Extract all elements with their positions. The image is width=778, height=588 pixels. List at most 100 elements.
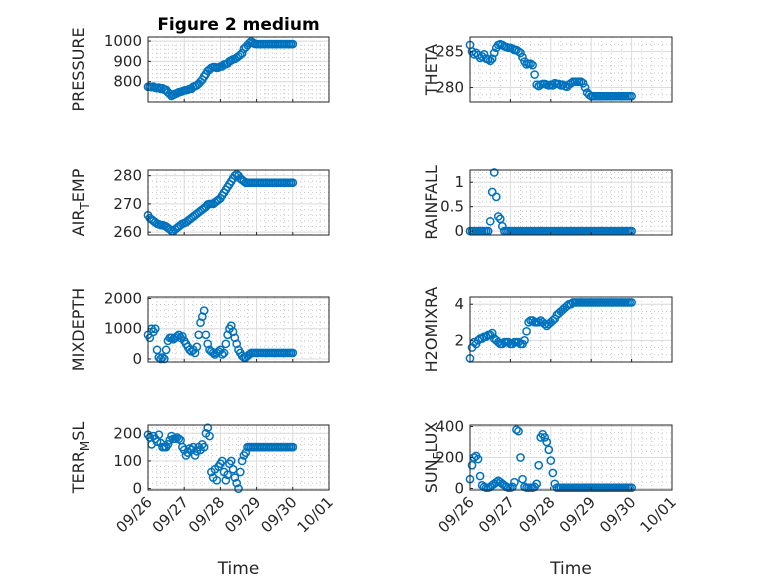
- y-tick-label: 2: [454, 331, 464, 349]
- y-axis-label: TERRMSL: [69, 422, 92, 495]
- data-point: [522, 326, 531, 336]
- data-point: [578, 78, 588, 88]
- data-point: [493, 212, 503, 221]
- data-point: [201, 330, 211, 340]
- data-point: [520, 335, 529, 345]
- axes-border: [147, 424, 330, 491]
- x-tick-label: 09/27: [475, 493, 518, 536]
- y-axis-label: MIXDEPTH: [69, 288, 88, 371]
- data-point: [237, 456, 247, 466]
- data-point: [504, 337, 513, 347]
- data-point: [548, 81, 558, 90]
- data-point: [217, 456, 227, 466]
- data-point: [150, 324, 160, 334]
- x-tick-label: 09/30: [257, 493, 300, 536]
- y-axis-label: PRESSURE: [69, 27, 88, 111]
- axes-border: [147, 296, 330, 363]
- y-tick-label: 400: [435, 418, 464, 436]
- data-point: [510, 477, 519, 487]
- y-tick-label: 285: [435, 42, 464, 60]
- data-point: [154, 430, 164, 440]
- data-point: [163, 440, 173, 449]
- y-tick-label: 0: [132, 350, 142, 368]
- x-tick-label: 09/30: [596, 493, 639, 536]
- data-point: [235, 467, 245, 477]
- y-axis-label: THETA: [422, 44, 441, 96]
- data-point: [192, 342, 202, 352]
- data-point: [217, 350, 227, 359]
- y-tick-label: 800: [113, 73, 142, 91]
- data-point: [627, 298, 636, 307]
- data-point: [208, 348, 218, 358]
- data-point: [145, 333, 155, 343]
- data-point: [226, 456, 236, 466]
- data-point: [487, 328, 497, 338]
- data-point: [518, 474, 527, 484]
- y-tick-label: 0: [132, 480, 142, 498]
- data-point: [508, 482, 517, 492]
- data-point: [493, 337, 503, 347]
- y-tick-label: 280: [113, 167, 142, 185]
- axes-border: [147, 36, 330, 103]
- data-point: [473, 335, 483, 345]
- series-rainfall: [465, 168, 636, 236]
- data-point: [540, 433, 550, 442]
- y-tick-label: 270: [113, 195, 142, 213]
- data-point: [489, 48, 499, 58]
- data-point: [221, 475, 231, 485]
- data-point: [562, 301, 572, 311]
- data-point: [288, 442, 298, 452]
- y-tick-label: 200: [435, 449, 464, 467]
- data-point: [288, 178, 298, 188]
- y-tick-label: 4: [454, 295, 464, 313]
- data-point: [532, 80, 542, 90]
- data-point: [485, 56, 495, 66]
- data-point: [524, 317, 533, 327]
- y-tick-label: 100: [113, 452, 142, 470]
- y-axis-label: AIRTEMP: [69, 168, 92, 236]
- subplot-mixdepth: 0 1000 2000 MIXDEPTH: [69, 288, 330, 371]
- axes-border: [469, 36, 673, 103]
- y-tick-label: 900: [113, 52, 142, 70]
- x-tick-label: 09/27: [149, 493, 192, 536]
- x-tick-label: 09/26: [113, 493, 156, 536]
- subplot-pressure: 800 900 1000 PRESSURE Figure 2 medium: [69, 15, 330, 112]
- data-point: [212, 475, 222, 485]
- data-point: [203, 423, 213, 433]
- subplot-rainfall: 0 0.5 1 RAINFALL: [422, 165, 673, 240]
- data-point: [584, 90, 594, 100]
- data-point: [174, 434, 184, 444]
- data-point: [491, 477, 501, 487]
- y-tick-label: 1000: [104, 32, 142, 50]
- data-point: [235, 50, 245, 60]
- series-air-temp: [143, 169, 298, 236]
- data-point: [514, 426, 523, 436]
- data-point: [481, 332, 491, 342]
- x-tick-label: 09/28: [185, 493, 228, 536]
- data-point: [627, 483, 636, 493]
- x-tick-label: 09/29: [556, 493, 599, 536]
- series-mixdepth: [143, 306, 298, 364]
- data-point: [548, 468, 558, 478]
- y-tick-label: 1000: [104, 320, 142, 338]
- x-tick-label: 09/26: [435, 493, 478, 536]
- data-point: [534, 460, 544, 470]
- y-tick-label: 1: [454, 173, 464, 191]
- y-tick-label: 0.5: [440, 198, 464, 216]
- series-h2omixra: [465, 298, 636, 363]
- data-point: [158, 353, 167, 362]
- data-point: [473, 454, 483, 464]
- y-tick-label: 280: [435, 79, 464, 97]
- data-point: [154, 353, 164, 362]
- axes-border: [469, 296, 673, 363]
- data-point: [161, 345, 171, 355]
- data-point: [516, 48, 525, 58]
- x-tick-label: 10/01: [637, 493, 680, 536]
- data-point: [526, 59, 535, 69]
- y-axis-label: RAINFALL: [422, 165, 441, 240]
- data-point: [156, 354, 166, 364]
